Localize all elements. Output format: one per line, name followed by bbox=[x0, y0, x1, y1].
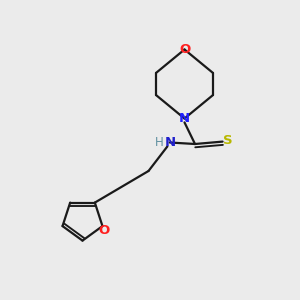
Text: N: N bbox=[179, 112, 190, 125]
Text: H: H bbox=[155, 136, 164, 149]
Text: O: O bbox=[98, 224, 109, 237]
Text: S: S bbox=[223, 134, 232, 147]
Text: N: N bbox=[164, 136, 176, 149]
Text: O: O bbox=[179, 43, 190, 56]
